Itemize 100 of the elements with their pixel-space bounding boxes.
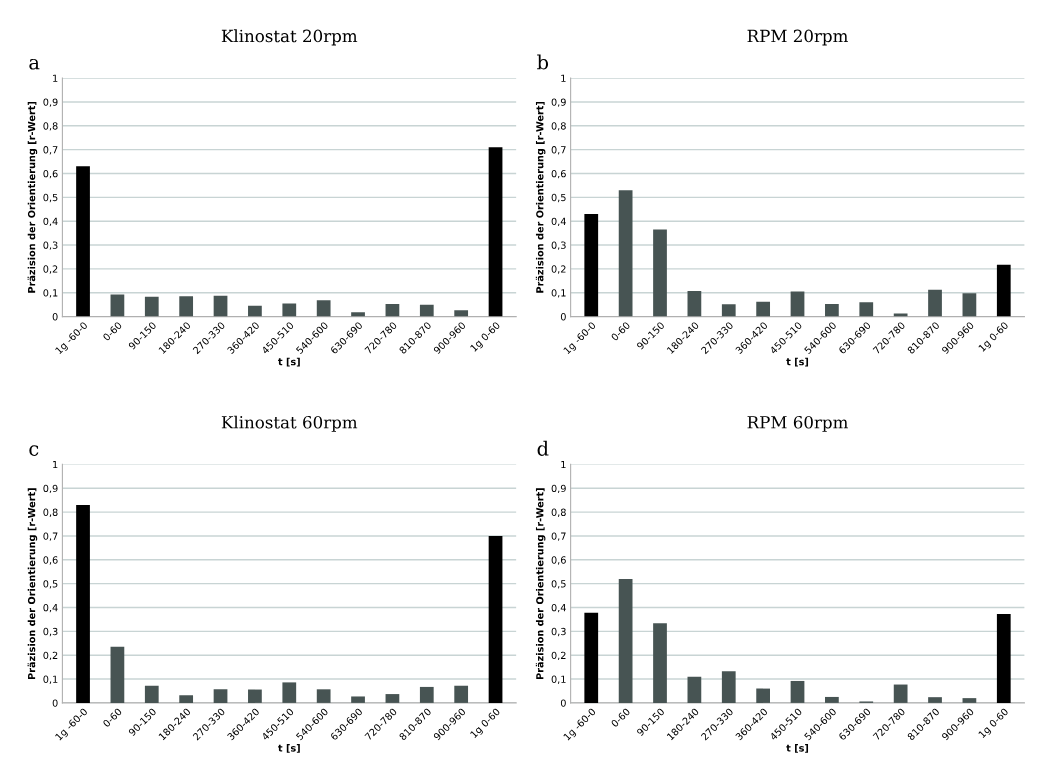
y-tick-label: 0,2 [43, 265, 58, 274]
bar [179, 695, 194, 703]
bar [653, 229, 667, 317]
bar [144, 685, 159, 703]
text: b [537, 54, 549, 70]
bar [351, 696, 365, 703]
y-tick-label: 0 [560, 699, 566, 707]
bar [928, 697, 942, 703]
bar [962, 293, 977, 317]
bar [756, 688, 771, 703]
chart-title: RPM 60rpm [747, 415, 848, 432]
bar [454, 685, 469, 703]
y-tick-label: 0 [52, 699, 58, 707]
y-tick-label: 0,9 [551, 98, 566, 107]
bar [213, 295, 228, 317]
bar [316, 300, 331, 317]
bar [584, 612, 599, 703]
y-tick-label: 0,8 [43, 122, 58, 131]
bar [859, 302, 874, 317]
y-tick-label: 0,7 [551, 146, 566, 155]
bar [351, 312, 365, 317]
y-tick-label: 0,4 [43, 217, 58, 227]
y-tick-label: 0,2 [43, 651, 58, 661]
text: a [29, 58, 40, 70]
bar [618, 578, 633, 703]
y-tick-label: 0,1 [43, 289, 58, 298]
bar [316, 689, 331, 703]
bar [928, 289, 942, 317]
bar [618, 190, 633, 317]
y-tick-label: 0,7 [43, 146, 58, 155]
bar [76, 166, 90, 317]
bar [825, 303, 839, 317]
y-tick-label: 0,4 [43, 603, 58, 613]
y-tick-label: 0,1 [551, 289, 566, 298]
y-tick-label: 1 [561, 461, 566, 469]
y-tick-label: 1 [53, 461, 58, 469]
y-tick-label: 0,2 [551, 651, 566, 661]
y-axis-title: Präzision der Orientierung [r-Wert] [535, 488, 546, 679]
y-tick-label: 0 [560, 313, 566, 321]
bar [790, 680, 805, 703]
y-tick-label: 0,6 [43, 169, 58, 179]
y-tick-label: 0,3 [43, 627, 58, 637]
chart-title: Klinostat 20rpm [221, 29, 358, 46]
y-axis-title: Präzision der Orientierung [r-Wert] [27, 101, 38, 293]
text: c [29, 445, 39, 456]
bar [996, 264, 1011, 317]
y-tick-label: 0,9 [43, 98, 58, 107]
bar [653, 623, 667, 703]
y-axis-title: Präzision der Orientierung [r-Wert] [27, 488, 38, 679]
bar [385, 694, 400, 703]
x-axis-title: t [s] [278, 744, 300, 753]
bar [213, 689, 228, 703]
x-axis-title: t [s] [278, 357, 300, 367]
y-tick-label: 0,6 [43, 556, 58, 565]
y-tick-label: 1 [53, 74, 58, 82]
bar [76, 504, 90, 703]
bar [687, 676, 702, 703]
bar [962, 698, 977, 703]
y-tick-label: 0 [52, 313, 58, 321]
bar [721, 671, 736, 703]
y-tick-label: 0,9 [551, 484, 566, 494]
y-tick-label: 0,1 [551, 675, 566, 684]
bar [687, 291, 702, 317]
bar [144, 296, 159, 317]
y-tick-label: 0,3 [43, 241, 58, 250]
y-tick-label: 0,6 [551, 556, 566, 565]
bar [110, 294, 125, 317]
y-tick-label: 0,8 [551, 508, 566, 517]
y-tick-label: 0,8 [43, 508, 58, 517]
y-tick-label: 0,7 [43, 532, 58, 541]
y-tick-label: 0,2 [551, 265, 566, 274]
y-tick-label: 0,6 [551, 169, 566, 179]
y-tick-label: 0,5 [551, 580, 566, 589]
y-tick-label: 0,7 [551, 532, 566, 541]
bar [996, 613, 1011, 703]
bar [825, 696, 839, 703]
bar [282, 682, 297, 703]
bar [248, 689, 262, 703]
y-tick-label: 0,3 [551, 627, 566, 637]
bar [893, 313, 908, 317]
bar [248, 305, 262, 317]
chart-title: Klinostat 60rpm [221, 415, 358, 432]
bar [454, 310, 469, 317]
bar [790, 291, 805, 317]
text: d [537, 440, 549, 456]
bar [282, 303, 297, 317]
chart-title: RPM 20rpm [747, 29, 848, 46]
y-axis-title: Präzision der Orientierung [r-Wert] [535, 101, 546, 293]
y-tick-label: 0,3 [551, 241, 566, 250]
y-tick-label: 0,5 [43, 193, 58, 203]
y-tick-label: 0,5 [43, 580, 58, 589]
bar [110, 646, 125, 703]
y-tick-label: 0,9 [43, 484, 58, 494]
y-tick-label: 1 [561, 74, 566, 82]
x-axis-title: t [s] [786, 744, 809, 753]
bar [756, 301, 771, 317]
y-tick-label: 0,4 [551, 603, 566, 613]
y-tick-label: 0,8 [551, 122, 566, 131]
bar [584, 214, 599, 317]
bar [488, 147, 503, 317]
